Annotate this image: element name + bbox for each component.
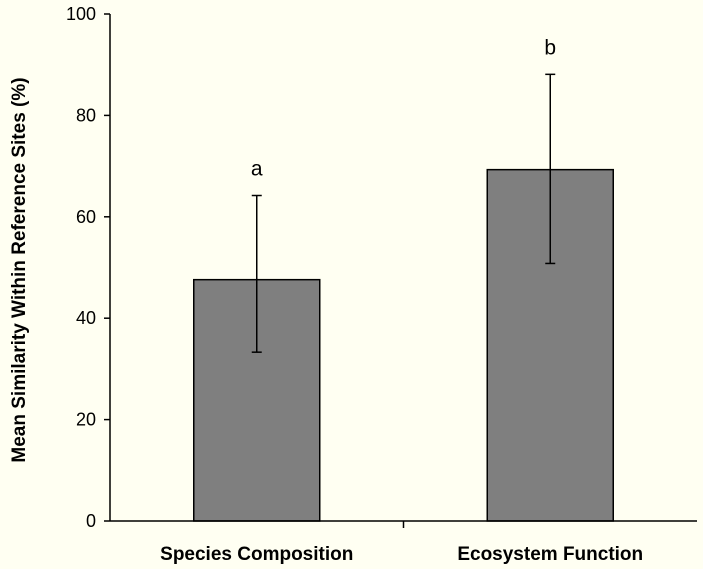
significance-letter: a xyxy=(251,158,263,181)
significance-letters-group: ab xyxy=(251,36,556,180)
x-category-label: Ecosystem Function xyxy=(457,544,643,564)
y-tick-label: 40 xyxy=(76,308,96,328)
y-tick-label: 80 xyxy=(76,105,96,125)
y-tick-label: 100 xyxy=(66,4,96,24)
y-tick-label: 0 xyxy=(86,511,96,531)
x-labels-group: Species Composition Ecosystem Function xyxy=(160,544,643,565)
error-bars-group xyxy=(251,73,556,353)
y-tick-label: 60 xyxy=(76,207,96,227)
y-axis-title: Mean Similarity Within Reference Sites (… xyxy=(9,77,30,462)
y-tick-label: 20 xyxy=(76,410,96,430)
significance-letter: b xyxy=(544,36,556,59)
y-ticks-group: 0 20 40 60 80 100 xyxy=(66,4,405,531)
x-category-label: Species Composition xyxy=(160,544,353,564)
